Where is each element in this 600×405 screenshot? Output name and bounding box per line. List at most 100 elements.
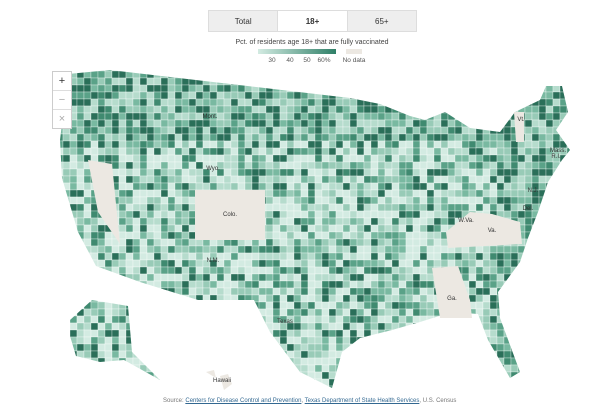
county bbox=[503, 126, 512, 135]
county bbox=[76, 371, 85, 380]
county bbox=[132, 329, 141, 338]
county bbox=[286, 273, 295, 282]
county bbox=[461, 161, 470, 170]
county bbox=[251, 70, 260, 72]
tab[interactable]: Total bbox=[209, 11, 278, 31]
county bbox=[76, 91, 85, 100]
county bbox=[496, 147, 505, 156]
county bbox=[510, 147, 519, 156]
zoom-out[interactable]: − bbox=[53, 90, 71, 109]
county bbox=[321, 105, 330, 114]
county bbox=[412, 301, 421, 310]
county bbox=[258, 98, 267, 107]
county bbox=[475, 245, 484, 254]
county bbox=[307, 70, 316, 79]
county bbox=[153, 266, 162, 275]
county bbox=[538, 70, 547, 72]
county bbox=[62, 210, 71, 219]
county bbox=[153, 175, 162, 184]
county bbox=[419, 322, 428, 331]
county bbox=[349, 315, 358, 324]
county bbox=[111, 336, 120, 345]
county bbox=[97, 266, 106, 275]
county bbox=[286, 77, 295, 86]
county bbox=[566, 252, 570, 261]
county bbox=[433, 231, 442, 240]
county bbox=[209, 329, 218, 338]
county bbox=[545, 168, 554, 177]
county bbox=[251, 273, 260, 282]
county bbox=[370, 126, 379, 135]
county bbox=[230, 245, 239, 254]
county bbox=[300, 336, 309, 345]
county bbox=[405, 315, 414, 324]
county bbox=[111, 259, 120, 268]
county bbox=[90, 119, 99, 128]
county bbox=[482, 154, 491, 163]
county bbox=[510, 196, 519, 205]
county bbox=[111, 245, 120, 254]
county bbox=[559, 245, 568, 254]
county bbox=[167, 168, 176, 177]
county bbox=[237, 315, 246, 324]
county bbox=[83, 385, 92, 388]
county bbox=[272, 98, 281, 107]
county bbox=[69, 196, 78, 205]
county bbox=[265, 119, 274, 128]
county bbox=[244, 168, 253, 177]
county bbox=[265, 77, 274, 86]
county bbox=[181, 350, 190, 359]
county bbox=[426, 238, 435, 247]
source-link[interactable]: Texas Department of State Health Service… bbox=[304, 398, 420, 404]
county bbox=[321, 203, 330, 212]
county bbox=[398, 322, 407, 331]
county bbox=[97, 308, 106, 317]
county bbox=[496, 308, 505, 317]
county bbox=[188, 266, 197, 275]
county bbox=[510, 343, 519, 352]
county bbox=[237, 266, 246, 275]
county bbox=[300, 182, 309, 191]
county bbox=[363, 350, 372, 359]
county bbox=[398, 266, 407, 275]
county bbox=[496, 350, 505, 359]
county bbox=[265, 140, 274, 149]
county bbox=[426, 273, 435, 282]
county bbox=[545, 217, 554, 226]
county bbox=[62, 364, 71, 373]
county bbox=[223, 161, 232, 170]
county bbox=[559, 224, 568, 233]
county bbox=[496, 168, 505, 177]
county bbox=[153, 315, 162, 324]
tab-selected[interactable]: 18+ bbox=[277, 11, 347, 31]
county bbox=[398, 315, 407, 324]
county bbox=[244, 112, 253, 121]
county bbox=[62, 231, 71, 240]
county bbox=[461, 126, 470, 135]
county bbox=[104, 385, 113, 388]
county bbox=[426, 168, 435, 177]
county bbox=[230, 119, 239, 128]
county bbox=[293, 210, 302, 219]
county bbox=[293, 231, 302, 240]
county bbox=[412, 119, 421, 128]
tab[interactable]: 65+ bbox=[346, 11, 416, 31]
county bbox=[265, 91, 274, 100]
county bbox=[461, 182, 470, 191]
zoom-in[interactable]: + bbox=[58, 75, 66, 87]
county bbox=[272, 238, 281, 247]
county bbox=[398, 168, 407, 177]
county bbox=[272, 364, 281, 373]
county bbox=[574, 337, 581, 344]
county bbox=[461, 364, 470, 373]
county bbox=[405, 217, 414, 226]
county bbox=[111, 364, 120, 373]
county bbox=[167, 98, 176, 107]
county bbox=[566, 315, 570, 324]
county bbox=[90, 343, 99, 352]
county bbox=[342, 336, 351, 345]
county bbox=[377, 315, 386, 324]
reset[interactable]: × bbox=[53, 109, 71, 128]
county bbox=[496, 301, 505, 310]
source-link[interactable]: Centers for Disease Control and Preventi… bbox=[185, 398, 302, 404]
